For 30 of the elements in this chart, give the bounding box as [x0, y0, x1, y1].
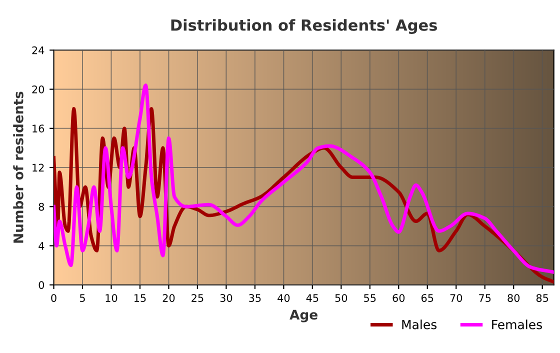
- x-axis-title: Age: [290, 310, 318, 322]
- x-tick-label: 50: [335, 294, 348, 302]
- x-tick-label: 30: [220, 294, 232, 302]
- legend-label: Females: [492, 320, 542, 330]
- chart-title: Distribution of Residents' Ages: [171, 19, 437, 34]
- x-tick-label: 40: [278, 294, 290, 302]
- x-tick-label: 45: [306, 294, 318, 302]
- x-tick-label: 25: [192, 294, 204, 302]
- x-tick-label: 65: [421, 294, 434, 302]
- y-tick-label: 4: [38, 242, 44, 250]
- x-tick-label: 80: [508, 294, 520, 302]
- y-tick-label: 0: [38, 281, 44, 289]
- x-tick-label: 60: [392, 294, 405, 302]
- x-tick-label: 35: [249, 294, 261, 302]
- x-tick-label: 55: [364, 294, 376, 302]
- y-axis-title: Number of residents: [13, 92, 24, 243]
- y-tick-label: 20: [32, 85, 44, 94]
- x-tick-label: 15: [134, 294, 146, 302]
- x-tick-label: 10: [106, 294, 118, 302]
- legend-label: Males: [402, 320, 437, 330]
- x-tick-label: 5: [80, 294, 85, 302]
- y-tick-label: 12: [32, 164, 44, 172]
- x-tick-label: 85: [536, 294, 548, 302]
- x-tick-label: 20: [162, 294, 175, 302]
- y-tick-label: 8: [38, 202, 44, 211]
- x-tick-label: 0: [51, 294, 56, 302]
- x-tick-label: 70: [450, 294, 462, 302]
- x-tick-label: 75: [479, 294, 491, 302]
- y-tick-label: 16: [32, 124, 44, 132]
- y-tick-label: 24: [32, 46, 44, 54]
